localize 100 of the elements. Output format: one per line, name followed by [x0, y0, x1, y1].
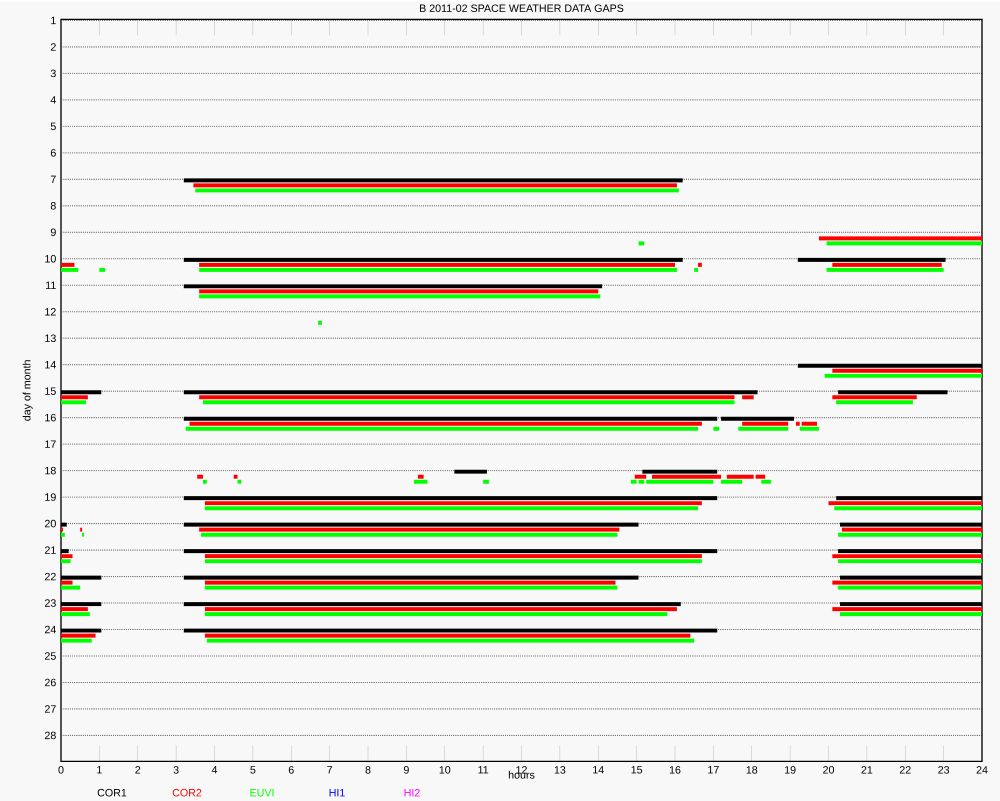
y-tick-label: 2: [50, 43, 56, 50]
x-tick-label: 24: [976, 766, 988, 774]
bar: [826, 241, 982, 246]
bar: [199, 262, 676, 267]
x-tick-label: 0: [58, 766, 64, 774]
bar: [199, 294, 600, 298]
x-tick-label: 4: [212, 766, 218, 774]
x-tick-label: 2: [135, 766, 140, 774]
x-tick-label: 16: [670, 766, 680, 774]
bar: [61, 532, 65, 536]
bar: [184, 390, 758, 394]
bar: [199, 268, 677, 272]
bar: [199, 528, 620, 532]
bar: [199, 289, 598, 294]
bar: [800, 426, 819, 431]
x-tick-label: 9: [404, 766, 409, 774]
y-tick-label: 9: [50, 228, 56, 236]
bar: [204, 606, 677, 611]
x-tick-label: 3: [174, 766, 179, 774]
bar: [838, 585, 982, 590]
bar: [195, 188, 679, 192]
bar: [826, 268, 944, 272]
bar: [834, 506, 982, 510]
y-tick-label: 4: [50, 96, 56, 104]
bar: [483, 480, 489, 484]
legend-label: HI2: [404, 788, 420, 796]
x-tick-label: 14: [593, 766, 604, 774]
bar: [61, 585, 80, 590]
bar: [838, 559, 982, 563]
bar: [818, 236, 982, 240]
bar: [840, 612, 982, 616]
bar: [184, 258, 683, 262]
bar: [61, 612, 90, 616]
bar: [202, 480, 207, 484]
bar: [454, 470, 487, 474]
bar: [184, 548, 718, 553]
bar: [824, 374, 982, 378]
x-tick-label: 6: [288, 766, 294, 774]
legend-label: HI1: [330, 788, 345, 796]
bar: [742, 395, 754, 400]
y-tick-label: 11: [46, 281, 56, 289]
bar: [61, 268, 78, 272]
x-tick-label: 20: [823, 766, 834, 774]
bar: [204, 554, 702, 558]
y-tick-label: 15: [45, 387, 56, 395]
y-tick-label: 22: [44, 572, 56, 580]
bar: [206, 638, 694, 642]
x-tick-label: 21: [861, 766, 872, 774]
bar: [204, 580, 616, 584]
y-tick-label: 6: [50, 148, 56, 156]
bar: [726, 474, 754, 479]
bar: [204, 633, 690, 638]
bar: [61, 633, 96, 638]
bar: [61, 606, 88, 611]
bar: [184, 602, 681, 606]
bar: [61, 638, 92, 642]
bar: [721, 416, 794, 421]
bar: [184, 416, 718, 421]
x-tick-label: 11: [478, 766, 488, 774]
bar: [201, 532, 618, 536]
x-tick-label: 8: [365, 766, 370, 774]
bar: [199, 395, 734, 400]
bar: [713, 426, 720, 431]
y-tick-label: 20: [44, 520, 56, 528]
x-tick-label: 13: [554, 766, 566, 774]
bar: [638, 241, 644, 246]
bar: [184, 575, 639, 580]
bar: [318, 320, 322, 325]
y-tick-label: 3: [50, 69, 56, 77]
x-tick-label: 5: [250, 766, 256, 774]
bar: [184, 178, 683, 182]
y-tick-label: 16: [45, 414, 56, 422]
y-tick-label: 23: [44, 599, 56, 607]
bar: [798, 258, 946, 262]
text: COR1: [98, 788, 126, 796]
bar: [698, 262, 702, 267]
bar: [61, 400, 86, 404]
y-tick-label: 27: [44, 705, 56, 712]
y-tick-label: 7: [50, 175, 56, 183]
y-tick-label: 19: [45, 493, 56, 501]
x-tick-label: 10: [440, 766, 450, 774]
bar: [832, 580, 982, 584]
bar: [234, 474, 238, 479]
bar: [642, 470, 718, 474]
y-tick-label: 12: [45, 308, 56, 316]
x-tick-label: 1: [97, 766, 102, 774]
text: COR2: [172, 788, 202, 796]
y-tick-label: 5: [50, 122, 56, 130]
y-tick-label: 10: [45, 254, 56, 262]
bar: [832, 262, 942, 267]
bar: [832, 606, 982, 611]
bar: [184, 496, 718, 500]
bar: [634, 474, 646, 479]
bar: [186, 426, 698, 431]
bar: [652, 474, 722, 479]
bar: [204, 506, 698, 510]
y-tick-label: 14: [45, 360, 56, 368]
bar: [184, 628, 718, 632]
y-tick-label: 8: [50, 202, 56, 210]
bar: [184, 522, 639, 526]
